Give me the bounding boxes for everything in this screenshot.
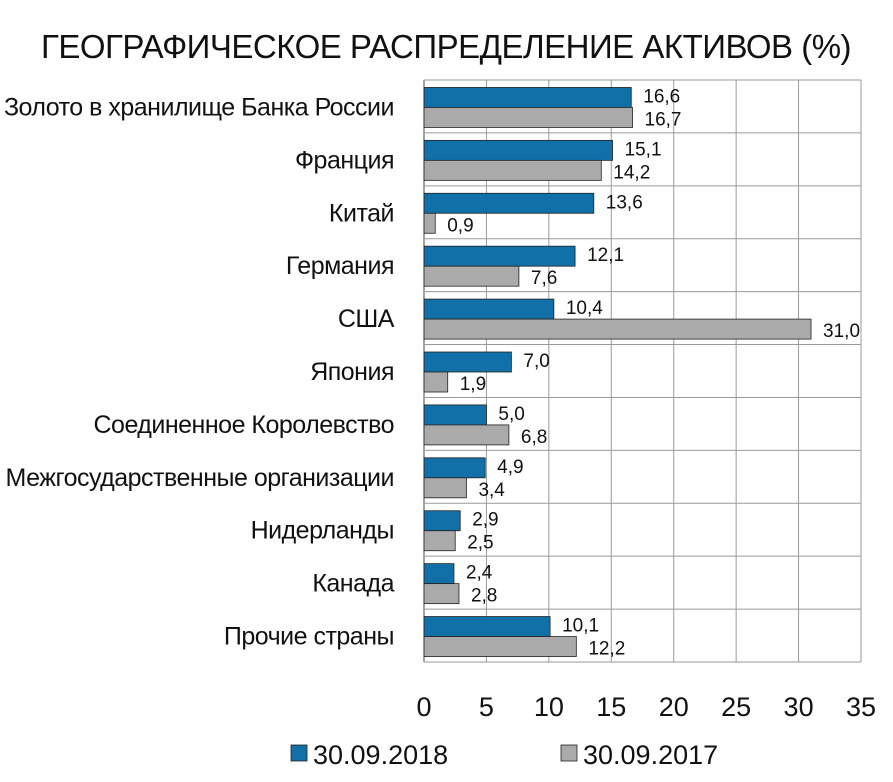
category-label: Золото в хранилище Банка России (4, 93, 394, 121)
data-label: 15,1 (625, 139, 662, 160)
x-tick-label: 20 (659, 692, 689, 722)
data-label: 10,1 (562, 616, 599, 637)
data-label: 2,5 (467, 533, 493, 554)
bar-2018 (423, 616, 551, 637)
legend-label: 30.09.2017 (583, 740, 718, 770)
data-label: 10,4 (566, 298, 603, 319)
value-labels: 16,616,7 15,114,2 13,6 0,9 12,1 7,6 10,4 31,0 7,… (447, 86, 860, 659)
data-label: 2,9 (472, 510, 498, 531)
category-label: Соединенное Королевство (93, 411, 394, 439)
data-label: 16,7 (645, 109, 682, 130)
bar-2018 (423, 351, 512, 373)
data-label: 5,0 (498, 404, 524, 425)
x-tick-labels: 0 5 10 15 20 25 30 35 (416, 692, 876, 722)
data-label: 0,9 (447, 215, 473, 236)
legend-label: 30.09.2018 (313, 740, 448, 770)
data-label: 1,9 (460, 374, 486, 395)
chart-title: ГЕОГРАФИЧЕСКОЕ РАСПРЕДЕЛЕНИЕ АКТИВОВ (%) (41, 28, 851, 65)
category-label: Франция (295, 146, 394, 174)
x-tick-label: 0 (416, 692, 431, 722)
data-label: 4,9 (497, 457, 523, 478)
category-label: Япония (310, 358, 394, 386)
data-label: 7,6 (531, 268, 557, 289)
bar-2017 (423, 530, 456, 552)
data-label: 2,4 (466, 563, 493, 584)
x-tick-label: 10 (534, 692, 564, 722)
data-label: 12,2 (588, 639, 625, 660)
bar-2018 (423, 192, 595, 214)
data-label: 7,0 (523, 351, 549, 372)
bar-2017 (423, 477, 467, 499)
bars (423, 87, 812, 657)
x-tick-label: 30 (784, 692, 814, 722)
x-tick-label: 35 (846, 692, 876, 722)
data-label: 13,6 (606, 192, 643, 213)
data-label: 12,1 (587, 245, 624, 266)
bar-2017 (423, 159, 602, 181)
legend-swatch (560, 744, 578, 762)
bar-2018 (423, 87, 632, 108)
data-label: 31,0 (823, 321, 860, 342)
bar-2018 (423, 139, 613, 161)
bar-2018 (423, 563, 455, 585)
category-label: Прочие страны (224, 623, 394, 651)
bar-2018 (423, 510, 461, 532)
grid-lines (423, 79, 862, 663)
category-label: США (338, 305, 395, 333)
category-label: Германия (286, 252, 394, 280)
bar-2018 (423, 457, 486, 479)
legend-swatch (290, 744, 308, 762)
bar-2017 (423, 424, 510, 446)
x-tick-label: 5 (479, 692, 494, 722)
category-label: Канада (312, 570, 394, 598)
data-label: 16,6 (643, 86, 680, 107)
bar-2018 (423, 404, 487, 426)
bar-2017 (423, 318, 812, 340)
bar-2017 (423, 265, 520, 287)
x-tick-label: 15 (596, 692, 626, 722)
legend: 30.09.2018 30.09.2017 (290, 740, 718, 770)
data-label: 14,2 (613, 162, 650, 183)
bar-2017 (423, 212, 436, 234)
x-tick-label: 25 (721, 692, 751, 722)
data-label: 2,8 (471, 586, 497, 607)
category-label: Китай (329, 199, 394, 227)
bar-2018 (423, 298, 555, 320)
category-label: Межгосударственные организации (6, 464, 394, 492)
bar-2017 (423, 107, 633, 128)
data-label: 3,4 (478, 480, 505, 501)
category-labels: Золото в хранилище Банка России Франция Ки… (4, 93, 395, 650)
data-label: 6,8 (521, 427, 547, 448)
bar-2017 (423, 371, 449, 393)
bar-2018 (423, 245, 576, 267)
bar-2017 (423, 583, 460, 605)
bar-2017 (423, 636, 577, 657)
category-label: Нидерланды (251, 517, 394, 545)
